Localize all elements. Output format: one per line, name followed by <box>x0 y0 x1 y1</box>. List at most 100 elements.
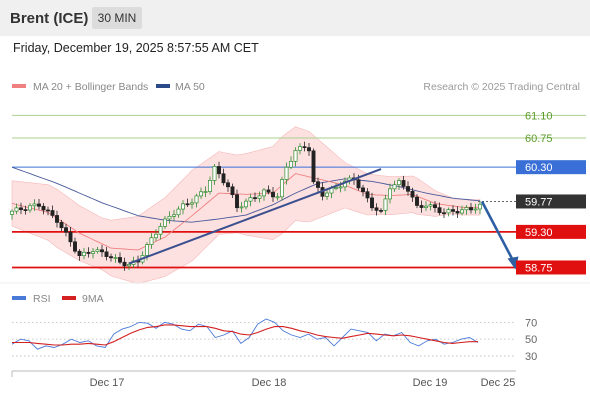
candle-body <box>365 191 370 199</box>
candle-body <box>109 256 113 259</box>
candle-body <box>41 205 46 211</box>
candle-body <box>257 195 262 199</box>
candle-body <box>383 198 388 211</box>
candle-body <box>370 197 374 209</box>
rsi-ma-line <box>12 324 478 346</box>
candle <box>415 194 419 209</box>
candle <box>14 203 19 215</box>
candle-body <box>10 210 14 215</box>
level-59-77-label: 59.77 <box>525 196 553 208</box>
candle-body <box>293 150 298 162</box>
candle-body <box>235 194 239 209</box>
candle <box>365 188 370 203</box>
candle <box>325 188 329 200</box>
level-60-30-tag <box>516 160 586 175</box>
x-tick-label: Dec 25 <box>481 377 516 389</box>
candle-body <box>154 233 158 239</box>
candle-body <box>122 261 127 267</box>
candle <box>149 233 154 249</box>
forecast-arrow-shaft <box>480 200 515 263</box>
candle <box>275 193 280 201</box>
candle <box>473 203 478 214</box>
candle <box>167 211 172 224</box>
candle <box>311 148 316 184</box>
candle <box>32 199 37 211</box>
candle-body <box>316 181 320 188</box>
candle <box>302 141 307 152</box>
rsi-legend-label: RSI <box>33 293 51 305</box>
candle <box>262 187 266 201</box>
timestamp: Friday, December 19, 2025 8:57:55 AM CET <box>13 41 259 55</box>
candle <box>59 219 64 232</box>
level-60-75-label: 60.75 <box>525 133 553 145</box>
candle-body <box>104 251 109 257</box>
candle-body <box>91 251 95 254</box>
candle-body <box>289 160 293 168</box>
candle-body <box>460 209 464 214</box>
candle-body <box>46 209 50 212</box>
instrument-title: Brent (ICE) <box>10 10 89 27</box>
level-58-75-label: 58.75 <box>525 262 553 274</box>
candle <box>226 179 230 192</box>
ma50-legend-label: MA 50 <box>175 81 205 93</box>
candle-body <box>127 264 131 267</box>
candle-body <box>55 215 59 223</box>
candle <box>316 177 320 193</box>
candle-body <box>163 218 167 227</box>
candle-body <box>32 203 37 207</box>
candle <box>478 200 482 214</box>
candle <box>271 187 275 202</box>
level-labels: 61.10 60.75 60.30 59.77 59.30 58.75 <box>516 110 586 275</box>
candle <box>217 161 221 179</box>
candle <box>280 176 284 201</box>
price-chart: MA 20 + Bollinger Bands MA 50 Research ©… <box>0 81 590 389</box>
rsi-ma-legend-label: 9MA <box>82 293 104 305</box>
candle-body <box>473 208 478 211</box>
rsi-legend: RSI 9MA <box>12 293 104 305</box>
timeframe-button[interactable]: 30 MIN <box>92 7 142 29</box>
candle <box>176 206 181 218</box>
rsi-legend-swatch <box>12 296 26 300</box>
level-59-30-tag <box>516 224 586 239</box>
candle-body <box>68 231 73 243</box>
candle <box>383 194 388 215</box>
candle <box>361 184 365 197</box>
candle <box>104 246 109 261</box>
candle <box>208 176 212 195</box>
candle <box>392 180 397 192</box>
rsi-tick-50: 50 <box>525 334 537 346</box>
x-tick-label: Dec 17 <box>90 377 125 389</box>
candle <box>388 183 392 204</box>
candle <box>451 205 455 216</box>
candle <box>73 237 77 254</box>
candle-body <box>158 226 163 235</box>
candle <box>469 202 473 214</box>
candle <box>235 189 239 212</box>
candle <box>64 223 68 237</box>
candle-body <box>230 186 235 196</box>
candle <box>212 163 217 185</box>
trend-line <box>128 168 382 265</box>
candle-body <box>190 202 194 205</box>
candle-body <box>338 186 343 189</box>
candle <box>68 227 73 247</box>
candle-body <box>244 200 248 208</box>
candle <box>307 142 311 156</box>
candle-body <box>262 189 266 197</box>
candle-body <box>478 203 482 210</box>
candle <box>266 185 271 195</box>
candle <box>289 156 293 170</box>
credit-text: Research © 2025 Trading Central <box>423 81 580 93</box>
candle-body <box>455 211 460 214</box>
level-60-30-label: 60.30 <box>525 162 553 174</box>
candle-body <box>118 257 122 263</box>
candle <box>172 209 176 221</box>
candle-body <box>298 146 302 151</box>
candle-body <box>464 207 469 211</box>
candle <box>424 201 428 211</box>
candle <box>50 205 55 218</box>
candle-body <box>176 208 181 216</box>
candle-body <box>428 204 433 207</box>
candle-body <box>14 207 19 212</box>
